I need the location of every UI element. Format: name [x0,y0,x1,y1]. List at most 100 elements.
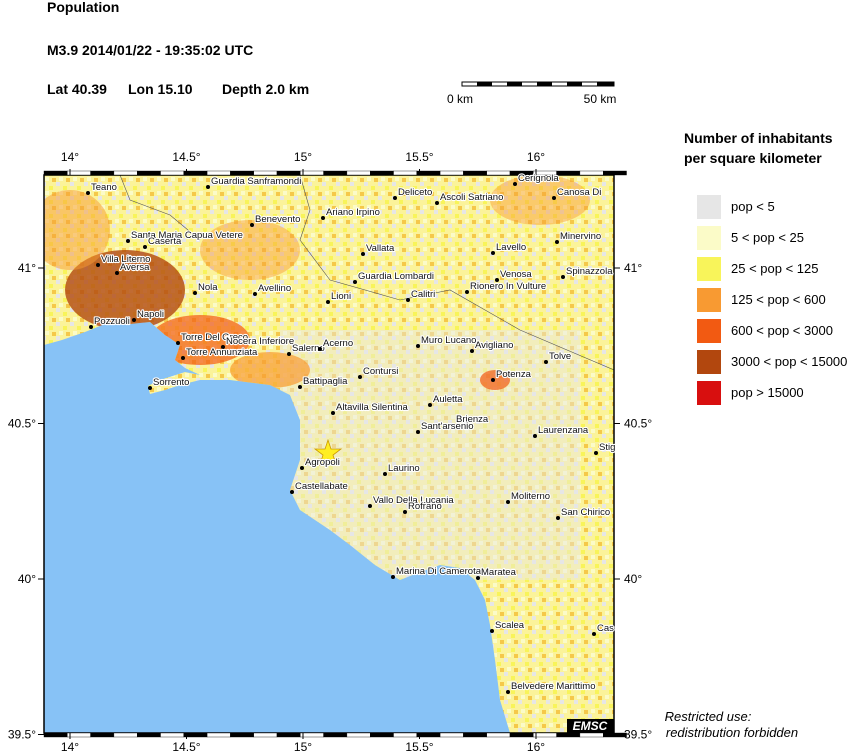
city-dot [393,196,397,200]
city-label: Salerno [292,343,325,354]
city-dot [321,216,325,220]
frame-ribbon [276,170,301,176]
frame-ribbon [533,732,557,738]
lat-label: 39.5° [8,728,36,742]
city-label: Castellabate [295,481,348,492]
frame-ribbon [603,170,627,176]
city-dot [176,341,180,345]
lat-label: 39.5° [624,728,652,742]
city-label: Guardia Lombardi [358,271,434,282]
frame-ribbon [253,732,278,738]
lon-label: 15° [294,740,312,754]
frame-ribbon [160,732,184,738]
city-dot [506,690,510,694]
legend-label: 600 < pop < 3000 [731,323,833,338]
frame-ribbon [579,732,604,738]
city-dot [403,510,407,514]
lon-label: 14.5° [172,150,200,164]
city-label: San Chirico [561,507,610,518]
frame-ribbon [346,170,371,176]
city-label: Sant'arsenio [421,421,474,432]
frame-ribbon [323,170,348,176]
lon-label: 15.5° [405,150,433,164]
lon-label: 16° [527,150,545,164]
frame-ribbon [300,170,324,176]
city-label: Aversa [120,262,150,273]
lat-label: 41° [624,261,642,275]
scale-label: 0 km [447,92,473,106]
frame-ribbon [253,170,278,176]
frame-ribbon [206,732,231,738]
legend-swatch [697,350,721,374]
frame-ribbon [90,170,115,176]
city-label: Rofrano [408,501,442,512]
frame-ribbon [67,732,91,738]
city-dot [513,182,517,186]
city-label: Deliceto [398,187,432,198]
restriction-note: redistribution forbidden [666,725,798,740]
city-label: Venosa [500,269,532,280]
city-label: Contursi [363,366,398,377]
city-label: Stig [599,442,615,453]
city-label: Laurino [388,463,420,474]
frame-ribbon [67,170,91,176]
frame-ribbon [556,170,581,176]
city-label: Laurenzana [538,425,589,436]
frame-ribbon [160,170,184,176]
city-dot [331,411,335,415]
city-label: Vallata [366,243,395,254]
frame-ribbon [579,170,604,176]
frame-ribbon [136,732,161,738]
city-label: Belvedere Marittimo [511,681,595,692]
legend-swatch [697,319,721,343]
city-dot [326,300,330,304]
badge: EMSC [573,719,608,733]
city-dot [491,251,495,255]
city-dot [298,385,302,389]
city-dot [391,575,395,579]
city-dot [300,466,304,470]
frame-ribbon [486,732,511,738]
frame-ribbon [113,170,138,176]
legend-label: 25 < pop < 125 [731,261,818,276]
city-dot [287,352,291,356]
city-dot [143,245,147,249]
scale-label: 50 km [584,92,617,106]
city-dot [465,290,469,294]
frame-ribbon [113,732,138,738]
city-label: Scalea [495,620,525,631]
city-label: Pozzuoli [94,316,130,327]
frame-ribbon [183,732,208,738]
legend-title: Number of inhabitants [684,130,833,146]
city-dot [416,430,420,434]
city-label: Napoli [137,309,164,320]
city-dot [533,434,537,438]
city-label: Vallo Della Lucania [373,495,454,506]
city-label: Auletta [433,394,463,405]
frame-ribbon [300,732,324,738]
city-dot [181,356,185,360]
city-dot [406,298,410,302]
city-label: Tolve [549,351,571,362]
city-label: Calitri [411,289,435,300]
city-dot [126,239,130,243]
lat-label: 40° [624,572,642,586]
frame-ribbon [206,170,231,176]
city-label: Marina Di Camerota [396,566,482,577]
legend-swatch [697,195,721,219]
lon-label: 14.5° [172,740,200,754]
city-label: Potenza [496,369,532,380]
lat-label: 40° [18,572,36,586]
legend-label: pop < 5 [731,199,775,214]
city-dot [148,386,152,390]
city-dot [206,185,210,189]
frame-ribbon [393,170,417,176]
frame-ribbon [486,170,511,176]
event-info: M3.9 2014/01/22 - 19:35:02 UTC [47,42,253,58]
city-dot [561,275,565,279]
frame-ribbon [370,170,394,176]
lon-label: 14° [61,150,79,164]
city-dot [428,403,432,407]
city-dot [451,423,455,427]
